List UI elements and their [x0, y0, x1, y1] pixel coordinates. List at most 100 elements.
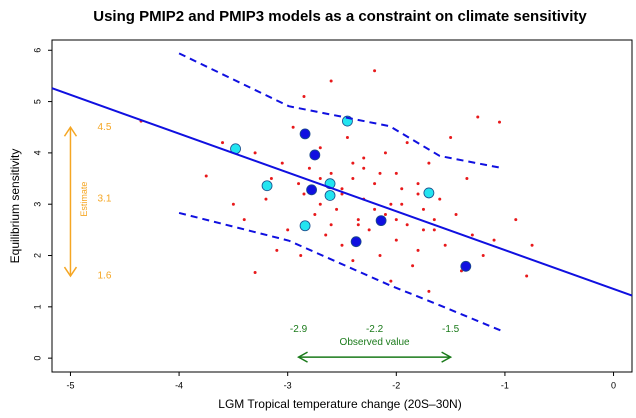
sample-point	[253, 151, 257, 155]
chart-title: Using PMIP2 and PMIP3 models as a constr…	[93, 8, 587, 25]
model-point	[375, 215, 387, 227]
sample-point	[373, 69, 377, 73]
sample-point	[394, 238, 398, 242]
sample-point	[405, 223, 409, 227]
sample-point	[378, 171, 382, 175]
sample-point	[362, 166, 366, 170]
sample-point	[231, 202, 235, 206]
sample-point	[427, 289, 431, 293]
sample-point	[378, 254, 382, 258]
estimate-arrowhead	[63, 266, 78, 278]
sample-point	[492, 238, 496, 242]
sample-point	[242, 218, 246, 222]
sample-point	[318, 202, 322, 206]
sample-point	[421, 207, 425, 211]
sample-point	[324, 233, 328, 237]
sample-point	[373, 207, 377, 211]
sample-point	[389, 279, 393, 283]
sample-point	[345, 135, 349, 139]
observed-label: Observed value	[340, 337, 410, 348]
sample-point	[394, 218, 398, 222]
estimate-label: Estimate	[79, 182, 89, 217]
model-point	[460, 260, 472, 272]
sample-point	[530, 243, 534, 247]
y-tick-label: 5	[32, 99, 42, 104]
x-tick-label: -1	[501, 380, 509, 390]
y-tick-label: 2	[32, 253, 42, 258]
sample-point	[356, 223, 360, 227]
x-tick-label: -4	[175, 380, 183, 390]
sample-point	[264, 197, 268, 201]
regression-line	[51, 87, 633, 297]
sample-point	[400, 202, 404, 206]
sample-point	[525, 274, 529, 278]
sample-point	[340, 187, 344, 191]
sample-point	[416, 248, 420, 252]
estimate-value: 4.5	[98, 122, 112, 133]
observed-arrowhead	[441, 351, 453, 363]
observed-value: -2.2	[366, 324, 384, 335]
estimate-value: 1.6	[98, 271, 112, 282]
sample-point	[438, 197, 442, 201]
model-point	[306, 184, 317, 196]
x-tick-label: -5	[66, 380, 74, 390]
sample-point	[351, 177, 355, 181]
sample-point	[318, 177, 322, 181]
sample-point	[389, 202, 393, 206]
sample-point	[470, 233, 474, 237]
sample-point	[269, 177, 273, 181]
confidence-bound	[178, 52, 501, 169]
y-tick-label: 3	[32, 202, 42, 207]
sample-point	[362, 156, 366, 160]
sample-point	[297, 182, 301, 186]
sample-point	[351, 259, 355, 263]
plot-frame	[51, 39, 633, 373]
sample-point	[481, 254, 485, 258]
observed-arrowhead	[297, 351, 308, 363]
sample-point	[329, 171, 333, 175]
sample-point	[373, 182, 377, 186]
sample-point	[291, 125, 295, 129]
y-axis-label: Equilibrium sensitivity	[8, 149, 22, 264]
x-axis-label: LGM Tropical temperature change (20S–30N…	[218, 397, 461, 411]
model-point	[309, 149, 321, 161]
sample-point	[318, 146, 322, 150]
y-tick-label: 0	[32, 356, 42, 361]
model-point	[261, 180, 273, 192]
model-point	[299, 220, 311, 232]
y-tick-label: 4	[32, 150, 42, 155]
sample-point	[313, 212, 317, 216]
sample-point	[405, 141, 409, 145]
sample-point	[449, 135, 453, 139]
sample-point	[476, 115, 480, 119]
sample-point	[432, 228, 436, 232]
sample-point	[299, 254, 303, 258]
x-tick-label: -3	[284, 380, 292, 390]
sample-point	[421, 228, 425, 232]
x-tick-label: -2	[392, 380, 400, 390]
sample-point	[335, 207, 339, 211]
sample-point	[280, 161, 284, 165]
sample-point	[275, 248, 279, 252]
confidence-bound	[178, 211, 501, 332]
sample-point	[383, 151, 387, 155]
sample-point	[400, 187, 404, 191]
sample-point	[340, 243, 344, 247]
sample-point	[302, 94, 306, 98]
sample-point	[416, 182, 420, 186]
sample-point	[356, 218, 360, 222]
sample-point	[383, 212, 387, 216]
model-point	[324, 190, 336, 201]
sample-point	[329, 223, 333, 227]
model-point	[299, 128, 311, 140]
sample-point	[351, 161, 355, 165]
x-tick-label: 0	[611, 380, 616, 390]
estimate-value: 3.1	[98, 194, 112, 205]
sample-point	[465, 177, 469, 181]
sample-point	[454, 212, 458, 216]
sample-point	[204, 174, 208, 178]
sample-point	[416, 192, 420, 196]
observed-value: -2.9	[290, 324, 308, 335]
sample-point	[286, 228, 290, 232]
